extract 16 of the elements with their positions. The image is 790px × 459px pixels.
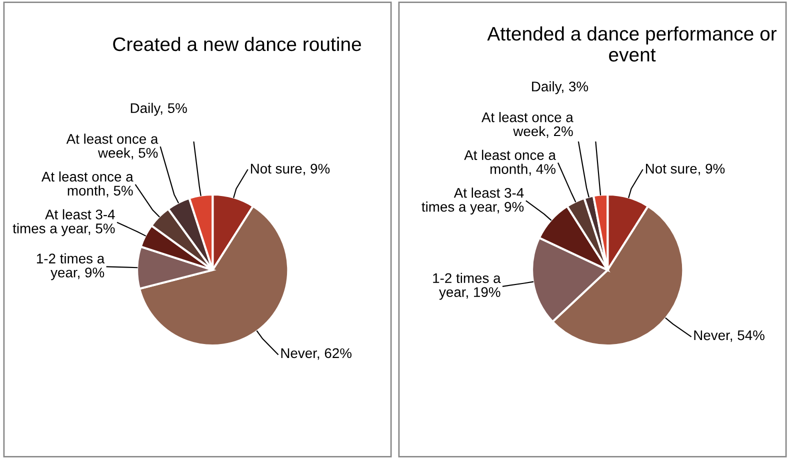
slice-label: At least once a week, 5% (66, 134, 158, 160)
slice-label: Not sure, 9% (646, 164, 725, 176)
slice-label: At least 3-4 times a year, 9% (422, 188, 524, 214)
slice-label: Never, 54% (694, 330, 764, 342)
slice-label: 1-2 times a year, 19% (433, 272, 501, 300)
slice-label: At least once a month, 5% (41, 171, 134, 198)
slice-label: 1-2 times a year, 9% (36, 253, 105, 280)
slice-label: At least once a week, 2% (482, 112, 574, 138)
slice-label: Never, 62% (281, 348, 352, 360)
chart-title: Created a new dance routine (113, 36, 361, 52)
slice-label: Daily, 5% (130, 102, 187, 116)
slice-label: Not sure, 9% (250, 164, 330, 176)
slice-label: At least 3-4 times a year, 5% (12, 209, 115, 236)
slice-label: At least once a month, 4% (464, 150, 556, 176)
chart-title: Attended a dance performance or event (487, 26, 777, 62)
slice-label: Daily, 3% (532, 81, 588, 94)
